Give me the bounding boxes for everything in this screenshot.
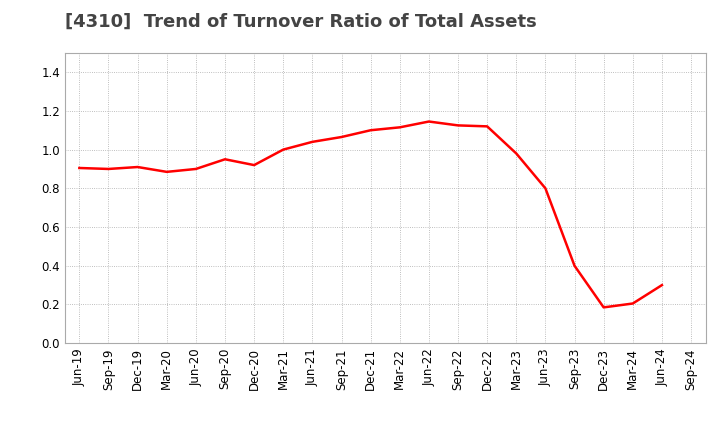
Text: [4310]  Trend of Turnover Ratio of Total Assets: [4310] Trend of Turnover Ratio of Total … xyxy=(65,13,536,31)
